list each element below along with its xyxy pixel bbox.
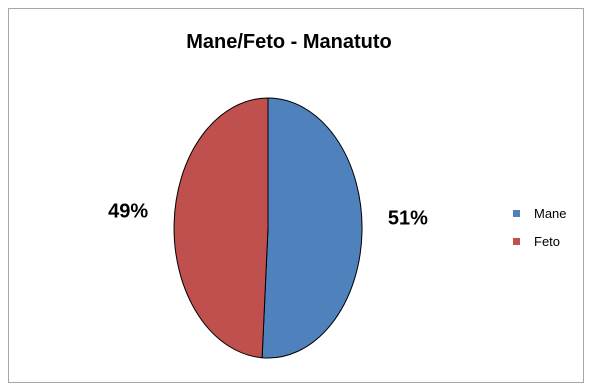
legend: Mane Feto (513, 206, 567, 249)
data-label-feto: 49% (108, 200, 148, 222)
legend-label-mane: Mane (534, 206, 567, 221)
chart-title: Mane/Feto - Manatuto (186, 31, 392, 53)
pie-slice-mane (261, 97, 363, 359)
legend-label-feto: Feto (534, 234, 560, 249)
legend-swatch-mane (513, 210, 520, 217)
pie-slices (173, 97, 363, 359)
data-label-mane: 51% (388, 208, 428, 230)
data-labels: 51% 49% (108, 200, 428, 229)
pie-slice-feto (173, 97, 269, 359)
legend-swatch-feto (513, 238, 520, 245)
